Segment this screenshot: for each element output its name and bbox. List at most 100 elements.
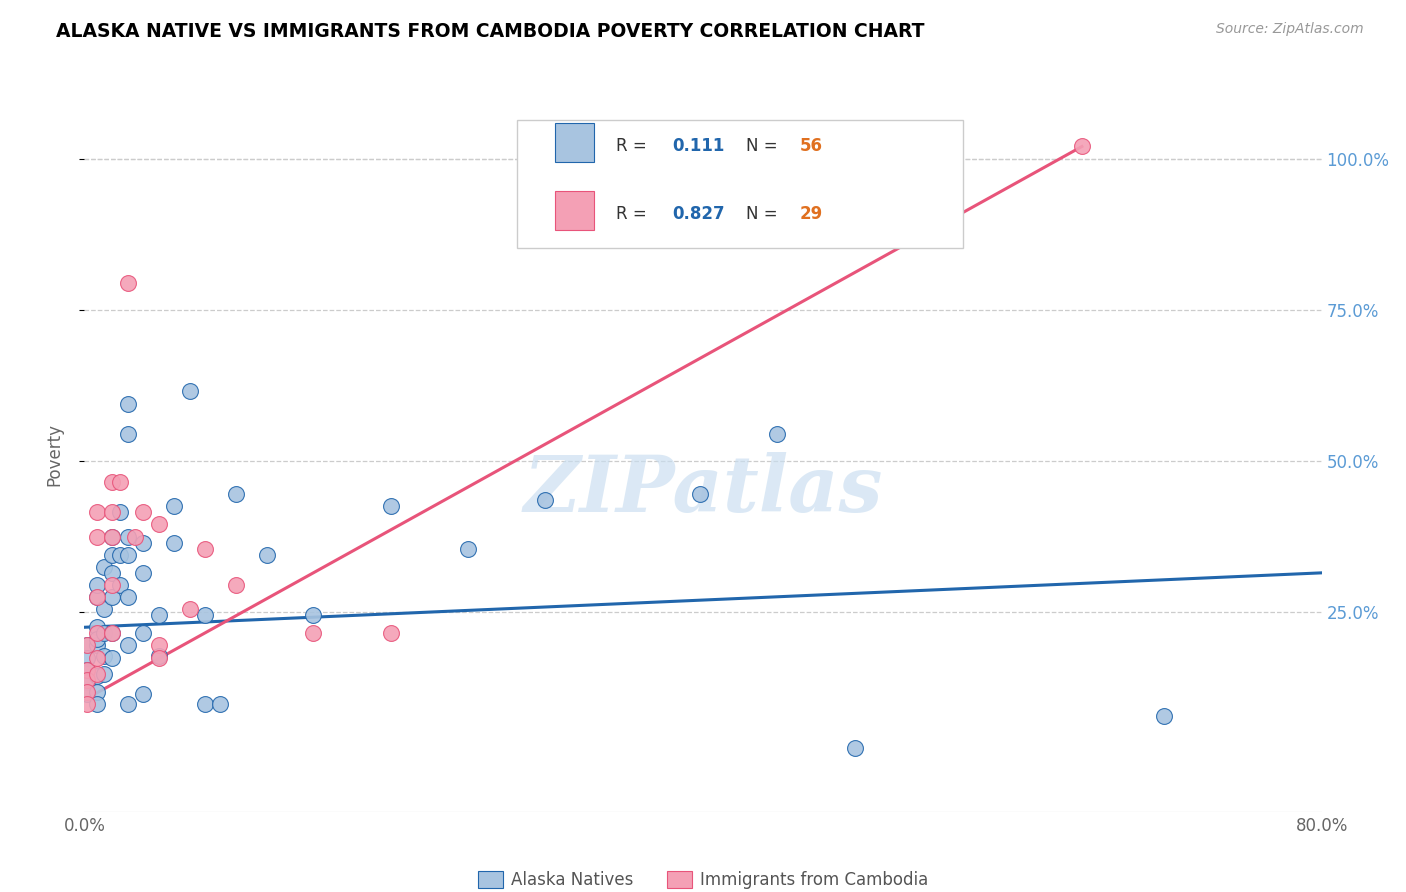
Text: Source: ZipAtlas.com: Source: ZipAtlas.com (1216, 22, 1364, 37)
Point (534, 493, 557, 508)
Point (194, 541, 217, 556)
Point (766, 426, 789, 441)
Point (108, 548, 131, 562)
FancyBboxPatch shape (554, 123, 595, 162)
Point (117, 697, 139, 711)
Point (76, 687, 98, 701)
Y-axis label: Poverty: Poverty (45, 424, 63, 486)
Point (86, 530, 108, 544)
Text: N =: N = (747, 137, 783, 155)
Point (108, 578, 131, 592)
Text: ZIPatlas: ZIPatlas (523, 452, 883, 529)
Text: ALASKA NATIVE VS IMMIGRANTS FROM CAMBODIA POVERTY CORRELATION CHART: ALASKA NATIVE VS IMMIGRANTS FROM CAMBODI… (56, 22, 925, 41)
Point (86, 620, 108, 634)
Point (302, 608, 325, 623)
Point (117, 426, 139, 441)
Point (86, 666, 108, 681)
Point (124, 530, 146, 544)
Point (101, 530, 124, 544)
Point (101, 530, 124, 544)
FancyBboxPatch shape (554, 191, 595, 230)
Point (194, 697, 217, 711)
Point (117, 396, 139, 410)
Point (132, 535, 155, 549)
Point (132, 566, 155, 580)
Point (101, 475, 124, 490)
Point (209, 697, 232, 711)
Point (148, 517, 170, 532)
Point (1071, 139, 1094, 153)
Point (1153, 709, 1175, 723)
Point (380, 626, 402, 640)
Point (117, 530, 139, 544)
Point (93, 626, 115, 640)
FancyBboxPatch shape (517, 120, 963, 248)
Text: 29: 29 (800, 205, 823, 223)
Point (225, 578, 247, 592)
Point (76, 650, 98, 665)
Point (86, 590, 108, 604)
Point (86, 632, 108, 647)
Point (117, 590, 139, 604)
Point (256, 548, 278, 562)
Point (148, 648, 170, 663)
Point (86, 650, 108, 665)
Point (302, 626, 325, 640)
Point (132, 626, 155, 640)
Point (108, 505, 131, 519)
Point (163, 500, 186, 514)
Point (76, 663, 98, 677)
Point (163, 535, 186, 549)
Point (76, 697, 98, 711)
Point (179, 384, 201, 399)
Point (86, 668, 108, 682)
Point (76, 639, 98, 653)
Point (76, 663, 98, 677)
Point (148, 650, 170, 665)
Point (380, 500, 402, 514)
Point (132, 687, 155, 701)
Point (117, 548, 139, 562)
Point (76, 674, 98, 689)
Text: 0.827: 0.827 (672, 205, 724, 223)
Point (93, 648, 115, 663)
Point (76, 673, 98, 687)
Point (117, 276, 139, 290)
Point (86, 505, 108, 519)
Text: 56: 56 (800, 137, 823, 155)
Text: R =: R = (616, 205, 652, 223)
Point (101, 626, 124, 640)
Point (93, 666, 115, 681)
Point (148, 639, 170, 653)
Point (101, 626, 124, 640)
Point (101, 650, 124, 665)
Point (86, 639, 108, 653)
Point (101, 590, 124, 604)
Point (117, 639, 139, 653)
Point (101, 548, 124, 562)
Point (844, 741, 866, 756)
Text: R =: R = (616, 137, 652, 155)
Point (86, 578, 108, 592)
Point (108, 475, 131, 490)
Point (101, 578, 124, 592)
Point (93, 602, 115, 616)
Point (225, 487, 247, 501)
Point (76, 685, 98, 699)
Text: N =: N = (747, 205, 783, 223)
Point (86, 626, 108, 640)
Point (179, 602, 201, 616)
Point (101, 505, 124, 519)
Legend: Alaska Natives, Immigrants from Cambodia: Alaska Natives, Immigrants from Cambodia (471, 864, 935, 892)
Point (132, 505, 155, 519)
Point (101, 566, 124, 580)
Point (457, 541, 479, 556)
Text: 0.111: 0.111 (672, 137, 724, 155)
Point (86, 685, 108, 699)
Point (86, 697, 108, 711)
Point (76, 639, 98, 653)
Point (93, 559, 115, 574)
Point (86, 590, 108, 604)
Point (148, 608, 170, 623)
Point (689, 487, 711, 501)
